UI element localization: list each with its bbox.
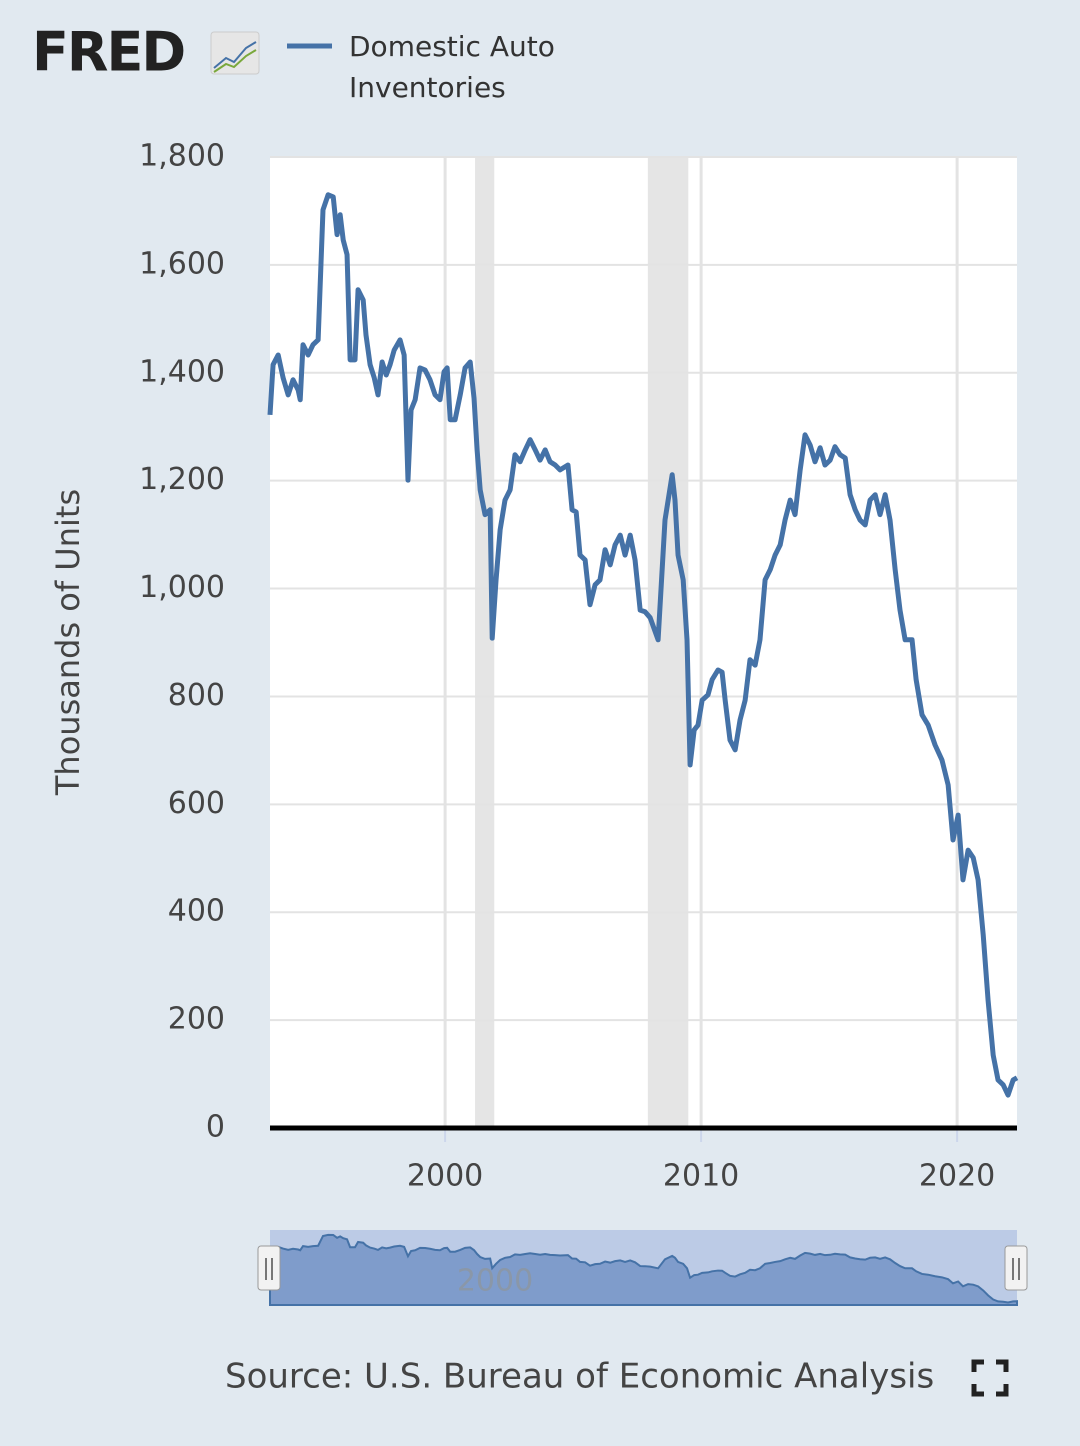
y-tick-label: 800 [168, 678, 225, 713]
line-series [267, 192, 1019, 1098]
legend-label: Domestic Auto Inventories [349, 30, 555, 104]
y-tick-label: 400 [168, 894, 225, 929]
fullscreen-button[interactable] [971, 1359, 1009, 1397]
y-tick-label: 600 [168, 786, 225, 821]
plot-area [270, 157, 1017, 1128]
source: Source: U.S. Bureau of Economic Analysis [225, 1357, 934, 1397]
logo: FRED [32, 21, 184, 84]
recession-band [647, 157, 689, 1128]
y-tick-label: 200 [168, 1002, 225, 1037]
y-tick-label: 0 [206, 1110, 225, 1145]
navigator-area [269, 1233, 1018, 1306]
plot [267, 156, 1019, 1142]
navigator-handle[interactable] [257, 1245, 281, 1291]
y-tick-label: 1,400 [139, 354, 225, 389]
navigator-tick-label: 2000 [457, 1264, 533, 1299]
y-tick-label: 1,200 [139, 462, 225, 497]
logo-icon [210, 31, 260, 75]
y-axis-label: Thousands of Units [49, 489, 87, 796]
x-tick-label: 2020 [919, 1159, 995, 1194]
x-tick-label: 2000 [407, 1159, 483, 1194]
navigator-handle[interactable] [1004, 1245, 1028, 1291]
recession-band [475, 157, 495, 1128]
x-tick-label: 2010 [663, 1159, 739, 1194]
y-tick-label: 1,000 [139, 570, 225, 605]
y-tick-label: 1,600 [139, 246, 225, 281]
navigator-series [269, 1233, 1018, 1306]
y-tick-label: 1,800 [139, 139, 225, 174]
